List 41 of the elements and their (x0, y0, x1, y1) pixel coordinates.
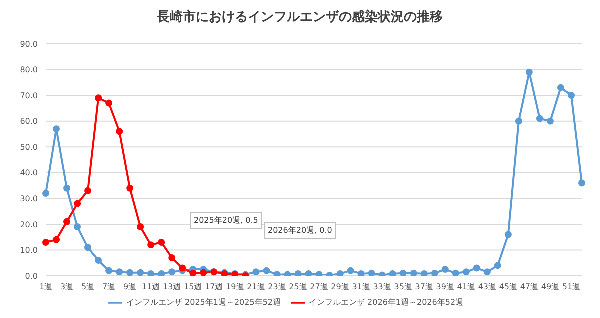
annotation: 2025年20週, 0.5 (190, 212, 262, 229)
x-tick-label: 49週 (541, 282, 560, 292)
x-tick-label: 17週 (205, 282, 224, 292)
x-tick-label: 7週 (102, 282, 116, 292)
x-tick-label: 31週 (352, 282, 370, 292)
x-tick-label: 51週 (562, 282, 581, 292)
x-tick-label: 45週 (499, 282, 518, 292)
y-tick-label: 70.0 (20, 91, 38, 100)
annotation: 2026年20週, 0.0 (264, 222, 336, 239)
x-tick-label: 9週 (124, 282, 137, 292)
y-tick-label: 80.0 (20, 66, 38, 75)
x-tick-label: 47週 (520, 282, 539, 292)
x-tick-label: 43週 (478, 282, 497, 292)
x-tick-label: 1週 (39, 282, 53, 292)
x-tick-label: 29週 (331, 282, 350, 292)
x-tick-label: 11週 (142, 282, 160, 292)
legend-label: インフルエンザ 2026年1週～2026年52週 (309, 298, 464, 308)
x-tick-label: 27週 (310, 282, 328, 292)
x-tick-label: 5週 (81, 282, 95, 292)
legend-label: インフルエンザ 2025年1週～2025年52週 (126, 298, 281, 308)
chart-title: 長崎市におけるインフルエンザの感染状況の推移 (156, 8, 444, 26)
x-tick-label: 21週 (247, 282, 266, 292)
y-tick-label: 60.0 (20, 117, 38, 126)
x-tick-label: 33週 (373, 282, 392, 292)
x-tick-label: 37週 (415, 282, 434, 292)
x-tick-label: 23週 (268, 282, 286, 292)
y-tick-label: 50.0 (20, 142, 38, 152)
x-tick-label: 19週 (226, 282, 244, 292)
x-tick-label: 3週 (60, 282, 74, 292)
x-tick-label: 39週 (436, 282, 454, 292)
x-tick-label: 25週 (289, 282, 308, 292)
x-tick-label: 41週 (457, 282, 476, 292)
y-tick-label: 90.0 (20, 40, 38, 49)
y-tick-label: 40.0 (20, 168, 38, 178)
x-tick-label: 35週 (394, 282, 412, 292)
y-tick-label: 10.0 (20, 246, 38, 256)
y-tick-label: 0.0 (25, 272, 38, 281)
x-tick-label: 13週 (163, 282, 182, 292)
x-tick-label: 15週 (184, 282, 202, 292)
y-tick-label: 30.0 (20, 194, 38, 204)
y-tick-label: 20.0 (20, 220, 38, 230)
